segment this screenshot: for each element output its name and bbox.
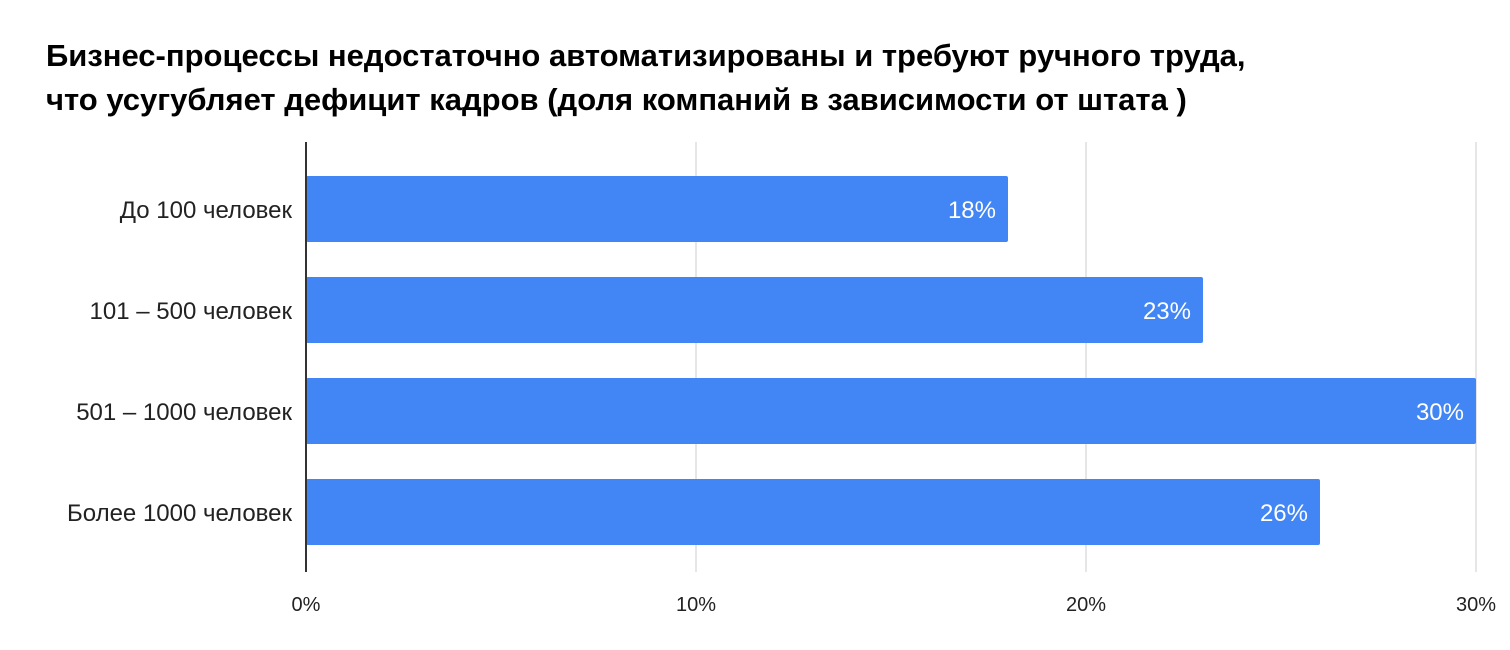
x-tick-label: 0% xyxy=(292,594,321,616)
bar xyxy=(306,378,1476,444)
data-label: 23% xyxy=(1143,298,1191,325)
category-label: 101 – 500 человек xyxy=(90,298,293,325)
bar xyxy=(306,176,1008,242)
category-label: 501 – 1000 человек xyxy=(76,399,292,426)
chart-title: Бизнес-процессы недостаточно автоматизир… xyxy=(46,34,1486,122)
bars xyxy=(306,176,1476,545)
category-labels: До 100 человек 101 – 500 человек 501 – 100… xyxy=(67,197,293,527)
bar xyxy=(306,277,1203,343)
bar xyxy=(306,479,1320,545)
category-label: До 100 человек xyxy=(120,197,293,224)
data-label: 30% xyxy=(1416,399,1464,426)
x-tick-label: 10% xyxy=(676,594,716,616)
category-label: Более 1000 человек xyxy=(67,500,293,527)
chart-title-line-2: что усугубляет дефицит кадров (доля комп… xyxy=(46,82,1187,117)
x-tick-labels: 0% 10% 20% 30% xyxy=(292,594,1497,616)
chart-title-line-1: Бизнес-процессы недостаточно автоматизир… xyxy=(46,38,1246,73)
data-label: 26% xyxy=(1260,500,1308,527)
x-tick-label: 20% xyxy=(1066,594,1106,616)
data-label: 18% xyxy=(948,197,996,224)
x-tick-label: 30% xyxy=(1456,594,1496,616)
data-labels: 18% 23% 30% 26% xyxy=(948,197,1464,527)
